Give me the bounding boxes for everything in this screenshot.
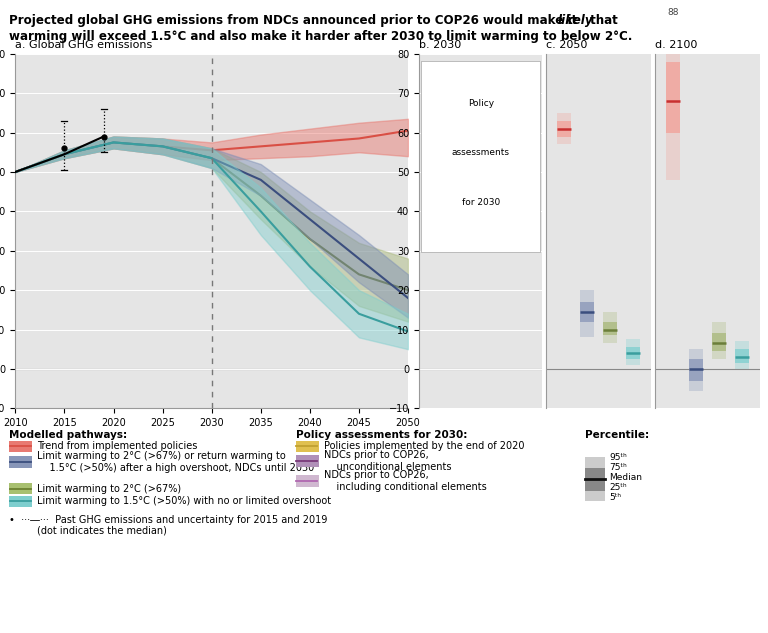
Text: Limit warming to 1.5°C (>50%) with no or limited overshoot: Limit warming to 1.5°C (>50%) with no or… <box>37 496 331 506</box>
Bar <box>690 349 703 391</box>
Bar <box>438 144 454 158</box>
Text: Modelled pathways:: Modelled pathways: <box>9 430 127 441</box>
Bar <box>603 322 617 335</box>
Bar <box>429 146 437 154</box>
Bar <box>736 349 749 363</box>
Text: 5ᵗʰ: 5ᵗʰ <box>609 493 621 502</box>
Text: 88: 88 <box>667 8 679 17</box>
Text: NDCs prior to COP26,
    unconditional elements: NDCs prior to COP26, unconditional eleme… <box>324 450 452 472</box>
Text: 75ᵗʰ: 75ᵗʰ <box>609 463 627 472</box>
Text: Limit warming to 2°C (>67%) or return warming to
    1.5°C (>50%) after a high o: Limit warming to 2°C (>67%) or return wa… <box>37 451 314 473</box>
Text: 25ᵗʰ: 25ᵗʰ <box>609 483 627 492</box>
Text: warming will exceed 1.5°C and also make it harder after 2030 to limit warming to: warming will exceed 1.5°C and also make … <box>9 30 633 44</box>
Bar <box>503 158 519 182</box>
Bar <box>438 135 454 166</box>
Bar <box>603 312 617 343</box>
Bar <box>470 154 486 174</box>
Text: 95ᵗʰ: 95ᵗʰ <box>609 453 627 461</box>
Text: likely: likely <box>558 14 593 27</box>
Text: that: that <box>586 14 617 27</box>
Text: Policy assessments for 2030:: Policy assessments for 2030: <box>296 430 467 441</box>
Text: Projected global GHG emissions from NDCs announced prior to COP26 would make it: Projected global GHG emissions from NDCs… <box>9 14 581 27</box>
Text: d. 2100: d. 2100 <box>655 41 697 50</box>
Text: Percentile:: Percentile: <box>585 430 649 441</box>
Bar <box>557 113 571 144</box>
Bar <box>736 341 749 369</box>
Bar <box>580 302 594 322</box>
Bar <box>470 144 486 196</box>
Bar <box>580 290 594 337</box>
Text: Limit warming to 2°C (>67%): Limit warming to 2°C (>67%) <box>37 484 181 494</box>
Text: •  ···―···  Past GHG emissions and uncertainty for 2015 and 2019: • ···―··· Past GHG emissions and uncerta… <box>9 515 328 525</box>
Text: Trend from implemented policies: Trend from implemented policies <box>37 441 197 451</box>
Text: c. 2050: c. 2050 <box>546 41 588 50</box>
Text: (dot indicates the median): (dot indicates the median) <box>37 525 167 536</box>
Text: a. Global GHG emissions: a. Global GHG emissions <box>15 41 153 50</box>
Bar <box>557 121 571 137</box>
Text: b. 2030: b. 2030 <box>419 41 462 50</box>
Bar <box>713 334 727 351</box>
Text: NDCs prior to COP26,
    including conditional elements: NDCs prior to COP26, including condition… <box>324 470 487 492</box>
Bar <box>667 22 680 180</box>
Bar <box>626 339 640 365</box>
Bar <box>460 146 468 154</box>
Text: Median: Median <box>609 473 642 482</box>
Bar <box>667 61 680 132</box>
Bar <box>626 348 640 359</box>
Bar <box>690 359 703 380</box>
Text: Policies implemented by the end of 2020: Policies implemented by the end of 2020 <box>324 441 525 451</box>
Bar <box>503 148 519 199</box>
Bar <box>713 322 727 359</box>
